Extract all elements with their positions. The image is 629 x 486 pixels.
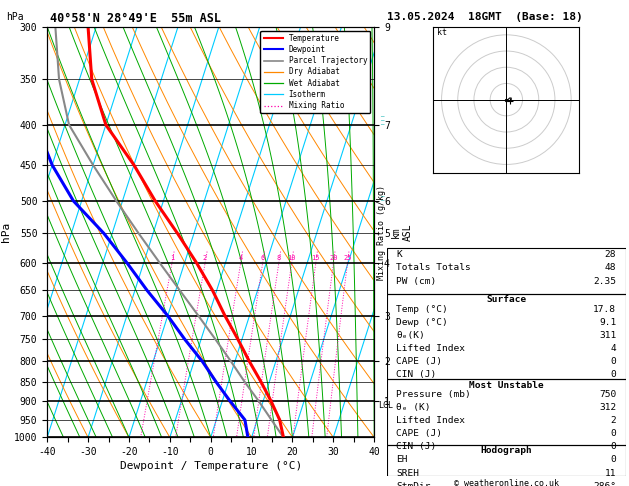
Text: Totals Totals: Totals Totals bbox=[396, 263, 471, 273]
Text: 4: 4 bbox=[238, 255, 243, 261]
Text: CAPE (J): CAPE (J) bbox=[396, 357, 442, 366]
Text: 6: 6 bbox=[260, 255, 265, 261]
Text: 0: 0 bbox=[611, 429, 616, 438]
Text: 4: 4 bbox=[611, 344, 616, 353]
Legend: Temperature, Dewpoint, Parcel Trajectory, Dry Adiabat, Wet Adiabat, Isotherm, Mi: Temperature, Dewpoint, Parcel Trajectory… bbox=[260, 31, 370, 113]
Text: LCL: LCL bbox=[379, 401, 393, 410]
Text: 312: 312 bbox=[599, 403, 616, 412]
Text: Surface: Surface bbox=[486, 295, 526, 305]
Text: StmDir: StmDir bbox=[396, 482, 431, 486]
Text: Most Unstable: Most Unstable bbox=[469, 381, 543, 390]
Text: 8: 8 bbox=[277, 255, 281, 261]
Text: CIN (J): CIN (J) bbox=[396, 370, 437, 380]
Text: 2.35: 2.35 bbox=[593, 277, 616, 286]
Text: Lifted Index: Lifted Index bbox=[396, 416, 465, 425]
Text: SREH: SREH bbox=[396, 469, 420, 478]
Text: 48: 48 bbox=[605, 263, 616, 273]
Bar bbox=[387, 445, 626, 476]
Text: θₑ(K): θₑ(K) bbox=[396, 331, 425, 340]
Text: Mixing Ratio (g/kg): Mixing Ratio (g/kg) bbox=[377, 185, 386, 279]
Text: 25: 25 bbox=[343, 255, 352, 261]
Text: 750: 750 bbox=[599, 390, 616, 399]
Text: 1: 1 bbox=[170, 255, 174, 261]
Text: _: _ bbox=[381, 195, 384, 201]
Text: © weatheronline.co.uk: © weatheronline.co.uk bbox=[454, 479, 559, 486]
Bar bbox=[387, 294, 626, 379]
Text: Temp (°C): Temp (°C) bbox=[396, 305, 448, 314]
Text: 17.8: 17.8 bbox=[593, 305, 616, 314]
Text: CIN (J): CIN (J) bbox=[396, 442, 437, 451]
Text: 28: 28 bbox=[605, 250, 616, 260]
Text: 311: 311 bbox=[599, 331, 616, 340]
Text: 2: 2 bbox=[203, 255, 207, 261]
Text: 0: 0 bbox=[611, 357, 616, 366]
X-axis label: Dewpoint / Temperature (°C): Dewpoint / Temperature (°C) bbox=[120, 461, 302, 471]
Text: Pressure (mb): Pressure (mb) bbox=[396, 390, 471, 399]
Text: 0: 0 bbox=[611, 442, 616, 451]
Text: 20: 20 bbox=[329, 255, 338, 261]
Y-axis label: hPa: hPa bbox=[1, 222, 11, 242]
Text: PW (cm): PW (cm) bbox=[396, 277, 437, 286]
Text: 11: 11 bbox=[605, 469, 616, 478]
Text: 40°58'N 28°49'E  55m ASL: 40°58'N 28°49'E 55m ASL bbox=[50, 12, 221, 25]
Text: Hodograph: Hodograph bbox=[481, 446, 532, 455]
Text: 9.1: 9.1 bbox=[599, 318, 616, 327]
Text: 10: 10 bbox=[287, 255, 296, 261]
Text: _: _ bbox=[381, 119, 384, 125]
Text: hPa: hPa bbox=[6, 12, 24, 22]
Text: kt: kt bbox=[437, 28, 447, 37]
Bar bbox=[387, 248, 626, 294]
Bar bbox=[387, 379, 626, 445]
Text: _: _ bbox=[381, 191, 384, 197]
Text: CAPE (J): CAPE (J) bbox=[396, 429, 442, 438]
Text: _: _ bbox=[381, 111, 384, 117]
Y-axis label: km
ASL: km ASL bbox=[391, 223, 413, 241]
Text: 13.05.2024  18GMT  (Base: 18): 13.05.2024 18GMT (Base: 18) bbox=[387, 12, 582, 22]
Text: K: K bbox=[396, 250, 402, 260]
Text: 0: 0 bbox=[611, 370, 616, 380]
Text: 15: 15 bbox=[311, 255, 320, 261]
Text: 0: 0 bbox=[611, 455, 616, 465]
Text: Dewp (°C): Dewp (°C) bbox=[396, 318, 448, 327]
Text: 2: 2 bbox=[611, 416, 616, 425]
Text: Lifted Index: Lifted Index bbox=[396, 344, 465, 353]
Text: θₑ (K): θₑ (K) bbox=[396, 403, 431, 412]
Text: EH: EH bbox=[396, 455, 408, 465]
Text: _: _ bbox=[381, 115, 384, 121]
Text: 286°: 286° bbox=[593, 482, 616, 486]
